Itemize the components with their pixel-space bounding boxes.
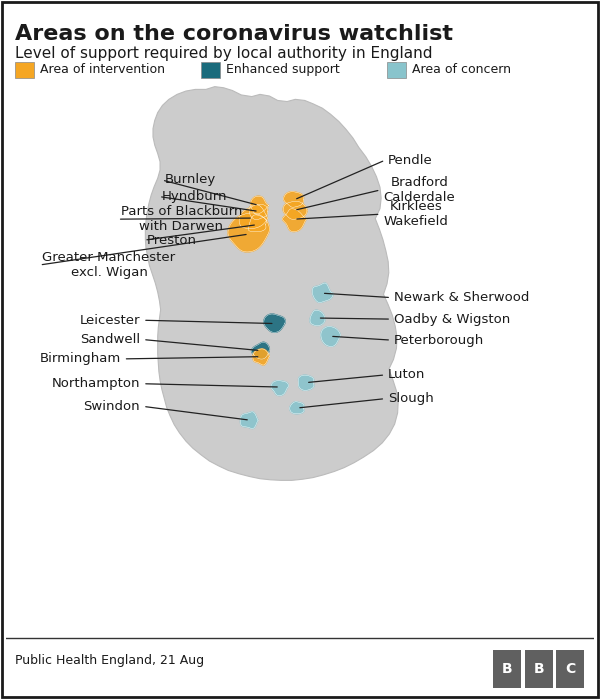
Polygon shape [250, 204, 268, 219]
Polygon shape [228, 213, 269, 252]
Text: Bradford
Calderdale: Bradford Calderdale [383, 176, 455, 204]
Polygon shape [284, 192, 304, 207]
Text: Slough: Slough [388, 392, 434, 405]
Polygon shape [299, 375, 314, 390]
Text: Swindon: Swindon [83, 400, 140, 413]
Polygon shape [271, 381, 288, 396]
Text: Burnley: Burnley [165, 173, 216, 187]
Text: Peterborough: Peterborough [394, 333, 484, 347]
Text: Hyndburn: Hyndburn [162, 190, 227, 203]
Polygon shape [264, 314, 285, 332]
Bar [493, 650, 521, 689]
Text: Leicester: Leicester [80, 314, 140, 326]
Polygon shape [253, 349, 269, 365]
Text: Luton: Luton [388, 368, 425, 382]
Polygon shape [313, 283, 333, 303]
Text: Parts of Blackburn
with Darwen: Parts of Blackburn with Darwen [121, 206, 242, 233]
Text: Level of support required by local authority in England: Level of support required by local autho… [15, 46, 433, 61]
Polygon shape [283, 201, 307, 219]
Polygon shape [251, 343, 269, 359]
Text: Enhanced support: Enhanced support [226, 64, 340, 76]
Text: Northampton: Northampton [52, 377, 140, 390]
Text: B: B [502, 662, 512, 677]
Polygon shape [239, 205, 268, 229]
Polygon shape [310, 310, 325, 326]
Text: Sandwell: Sandwell [80, 333, 140, 346]
Polygon shape [290, 402, 304, 414]
Text: Kirklees
Wakefield: Kirklees Wakefield [383, 200, 448, 228]
Polygon shape [241, 412, 258, 428]
Text: Area of intervention: Area of intervention [40, 64, 165, 76]
Text: Birmingham: Birmingham [40, 352, 121, 366]
Bar [525, 650, 553, 689]
Text: Newark & Sherwood: Newark & Sherwood [394, 291, 529, 304]
Text: B: B [533, 662, 544, 677]
Text: Areas on the coronavirus watchlist: Areas on the coronavirus watchlist [15, 24, 453, 45]
Polygon shape [251, 196, 269, 215]
Polygon shape [283, 209, 307, 231]
Bar [556, 650, 584, 689]
Text: Oadby & Wigston: Oadby & Wigston [394, 312, 511, 326]
Polygon shape [145, 87, 398, 480]
Text: Area of concern: Area of concern [412, 64, 511, 76]
Polygon shape [321, 326, 340, 347]
Polygon shape [248, 215, 266, 231]
Text: Preston: Preston [147, 233, 197, 247]
Text: Public Health England, 21 Aug: Public Health England, 21 Aug [15, 654, 204, 667]
Text: Greater Manchester
excl. Wigan: Greater Manchester excl. Wigan [43, 251, 176, 279]
Text: Pendle: Pendle [388, 154, 433, 166]
Text: C: C [565, 662, 575, 677]
